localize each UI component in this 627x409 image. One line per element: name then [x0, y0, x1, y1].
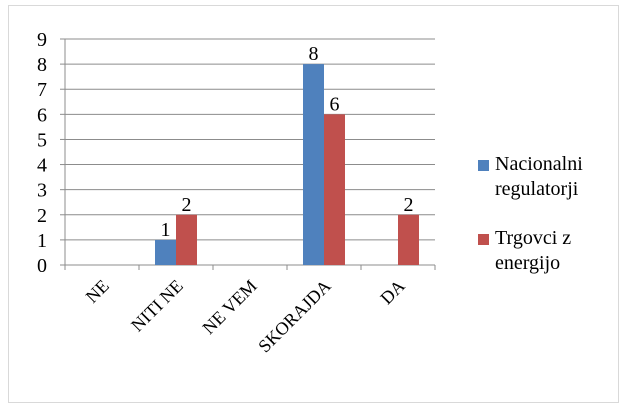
legend-swatch	[478, 160, 489, 171]
data-label: 6	[330, 93, 340, 115]
x-category-label: DA	[376, 276, 409, 309]
legend-swatch	[478, 234, 489, 245]
x-category-label: NE	[82, 276, 113, 307]
y-tick-label: 9	[37, 29, 47, 51]
data-label: 1	[161, 219, 171, 241]
legend-label: Trgovci z	[495, 227, 571, 249]
data-label: 8	[309, 43, 319, 65]
data-label: 2	[404, 194, 414, 216]
bar-trgovci	[176, 214, 197, 265]
y-tick-label: 3	[37, 180, 47, 202]
legend-label: regulatorji	[495, 178, 579, 200]
bar-nacionalni	[155, 239, 176, 265]
y-tick-label: 5	[37, 129, 47, 151]
y-tick-label: 4	[37, 155, 47, 177]
x-category-label: NITI NE	[127, 276, 187, 336]
y-tick-label: 7	[37, 79, 47, 101]
legend-label: Nacionalni	[495, 153, 583, 175]
bar-nacionalni	[303, 64, 324, 265]
data-label: 2	[182, 194, 192, 216]
y-tick-label: 1	[37, 230, 47, 252]
bar-trgovci	[324, 114, 345, 265]
y-tick-label: 8	[37, 54, 47, 76]
legend-label: energijo	[495, 252, 560, 274]
y-tick-label: 2	[37, 205, 47, 227]
x-category-label: SKORAJDA	[254, 276, 335, 357]
y-tick-label: 6	[37, 104, 47, 126]
y-tick-label: 0	[37, 255, 47, 277]
bar-trgovci	[398, 214, 419, 265]
x-category-label: NE VEM	[198, 276, 260, 338]
